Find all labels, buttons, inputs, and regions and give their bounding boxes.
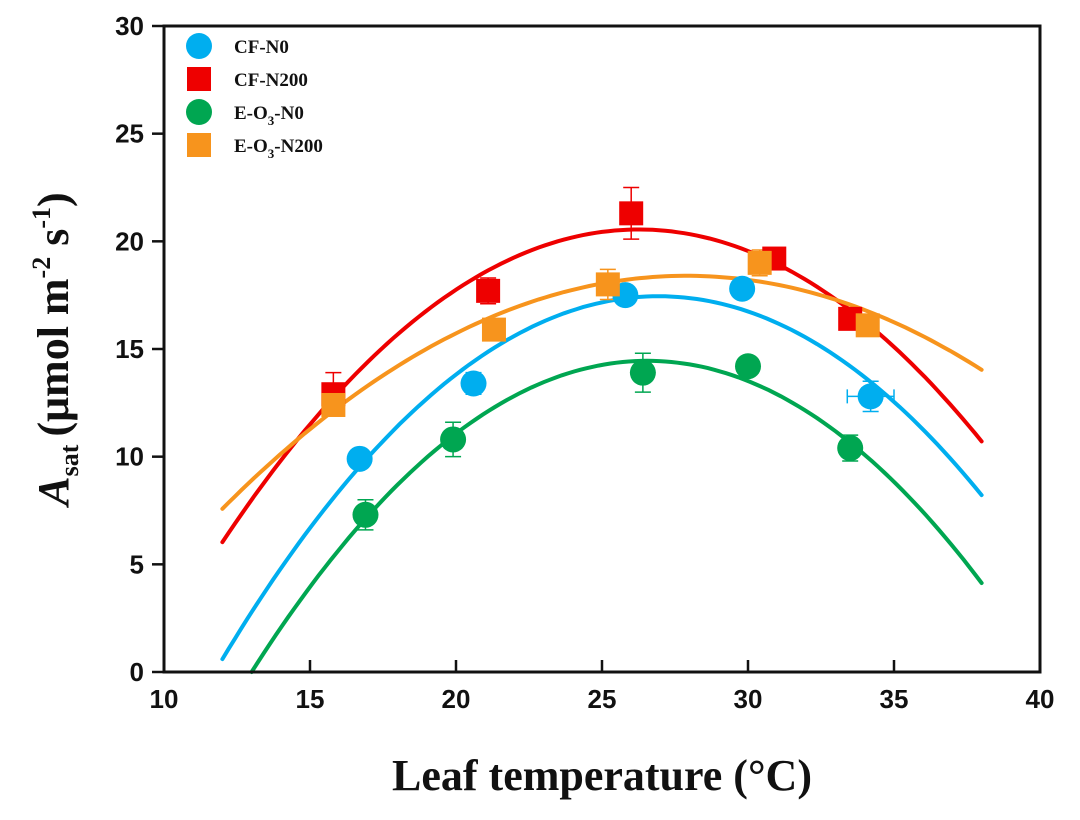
legend-item: E-O3-N0	[186, 99, 304, 128]
y-axis-units-exp1: -2	[27, 257, 56, 279]
x-axis-ticks: 10 15 20 25 30 35 40	[150, 660, 1055, 714]
y-axis-ticks: 0 5 10 15 20 25 30	[115, 11, 164, 687]
data-point	[321, 392, 346, 417]
y-axis-subscript: sat	[55, 444, 84, 476]
x-tick-label: 10	[150, 684, 179, 714]
x-tick-label: 30	[734, 684, 763, 714]
data-point	[476, 278, 501, 303]
data-point	[855, 313, 880, 338]
data-point	[352, 501, 379, 528]
legend-marker	[186, 99, 212, 125]
legend-item: E-O3-N200	[187, 133, 323, 161]
x-tick-label: 20	[442, 684, 471, 714]
y-axis-units-b: s	[29, 229, 78, 257]
legend-marker	[187, 133, 211, 157]
y-tick-label: 0	[130, 657, 144, 687]
legend-label: CF-N200	[234, 70, 308, 91]
y-axis-symbol: A	[29, 476, 78, 508]
svg-text:Asat(μmol m-2 s-1): Asat (μmol m-2 s-1)	[27, 192, 84, 508]
y-tick-label: 5	[130, 549, 144, 579]
data-point	[629, 359, 656, 386]
x-tick-label: 25	[588, 684, 617, 714]
legend-label: CF-N0	[234, 37, 289, 58]
y-tick-label: 25	[115, 119, 144, 149]
legend-label: E-O3-N200	[234, 136, 323, 161]
y-tick-label: 20	[115, 226, 144, 256]
y-axis-units-exp2: -1	[27, 207, 56, 229]
data-point	[857, 383, 884, 410]
y-tick-label: 30	[115, 11, 144, 41]
data-point	[735, 353, 761, 380]
data-point	[595, 272, 620, 297]
y-tick-label: 10	[115, 442, 144, 472]
legend: CF-N0 CF-N200 E-O3-N0 E-O3-N200	[186, 33, 323, 161]
data-point	[440, 426, 467, 453]
data-point	[729, 275, 756, 302]
y-axis-units-a: (μmol m	[29, 278, 78, 436]
legend-item: CF-N200	[187, 67, 308, 91]
data-point	[460, 370, 487, 397]
data-point	[481, 317, 506, 342]
data-point	[346, 445, 373, 472]
legend-item: CF-N0	[186, 33, 289, 59]
y-axis-units-c: )	[29, 192, 78, 207]
x-tick-label: 15	[296, 684, 325, 714]
x-tick-label: 35	[880, 684, 909, 714]
legend-marker	[187, 67, 211, 91]
data-point	[619, 201, 644, 226]
x-axis-title: Leaf temperature (°C)	[392, 751, 812, 800]
legend-label: E-O3-N0	[234, 103, 304, 128]
fit-curve-cf-n0	[220, 294, 984, 662]
legend-marker	[186, 33, 212, 59]
y-tick-label: 15	[115, 334, 144, 364]
data-point	[837, 435, 864, 462]
x-tick-label: 40	[1026, 684, 1055, 714]
data-markers	[321, 201, 884, 528]
data-point	[747, 250, 772, 275]
y-axis-title: Asat (μmol m-2 s-1)	[27, 192, 84, 508]
